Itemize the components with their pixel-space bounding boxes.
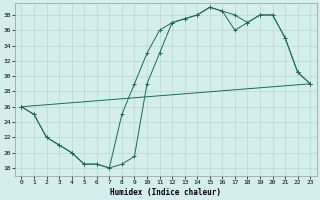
X-axis label: Humidex (Indice chaleur): Humidex (Indice chaleur) (110, 188, 221, 197)
